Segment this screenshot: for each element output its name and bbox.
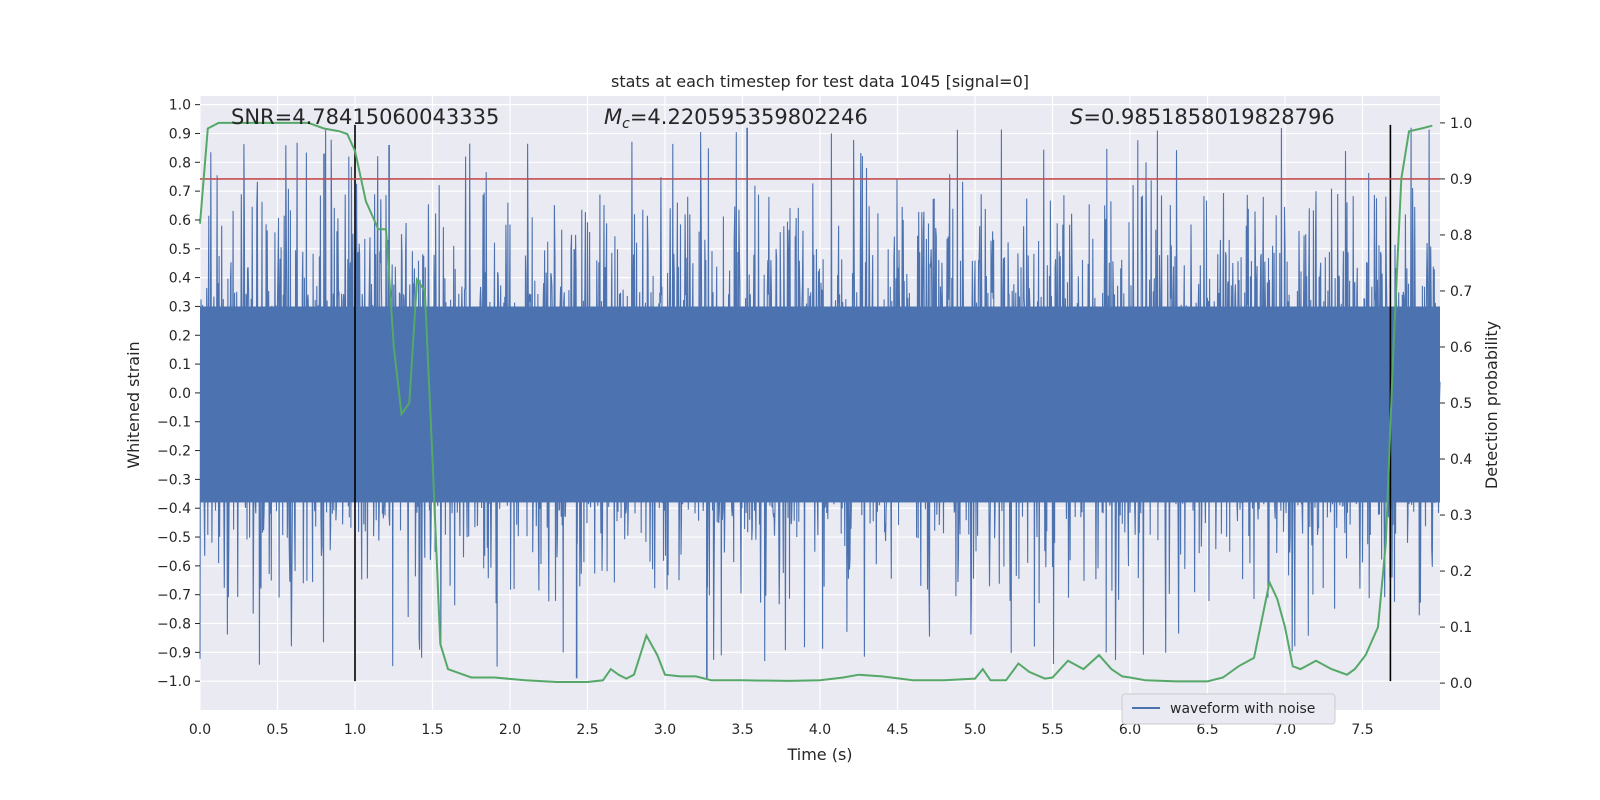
y-tick-label: 0.1 (169, 357, 191, 373)
y-tick-label: 0.2 (169, 328, 191, 344)
y-tick-label: −0.5 (157, 530, 191, 546)
y-tick-label: 0.3 (169, 299, 191, 315)
x-tick-label: 1.5 (421, 722, 443, 738)
legend-entry: waveform with noise (1170, 701, 1315, 717)
x-tick-label: 7.0 (1274, 722, 1296, 738)
x-tick-label: 7.5 (1351, 722, 1373, 738)
x-tick-label: 1.0 (344, 722, 366, 738)
waveform-series (199, 127, 1441, 679)
chirp-mass-value: =4.220595359802246 (630, 105, 868, 129)
probability-line (199, 121, 1433, 683)
waveform-line (199, 127, 1441, 667)
y2-tick-label: 0.0 (1450, 676, 1472, 692)
probability-series (199, 121, 1433, 683)
x-tick-label: 5.5 (1041, 722, 1063, 738)
x-tick-label: 6.5 (1196, 722, 1218, 738)
s-value: =0.9851858019828796 (1083, 105, 1334, 129)
y-tick-label: 0.4 (169, 271, 191, 287)
y2-axis-ticks: 1.0 0.9 0.8 0.7 0.6 0.5 0.4 0.3 0.2 0.1 0.0 (1440, 116, 1472, 692)
y2-tick-label: 0.9 (1450, 172, 1472, 188)
chirp-mass-symbol: M (604, 105, 622, 129)
x-tick-label: 0.0 (189, 722, 211, 738)
y-tick-label: −0.4 (157, 501, 191, 517)
chirp-mass-subscript: c (622, 116, 630, 132)
y-tick-label: −0.3 (157, 472, 191, 488)
legend-box (1121, 693, 1336, 725)
chart-title: stats at each timestep for test data 104… (611, 72, 1029, 91)
y2-tick-label: 0.1 (1450, 620, 1472, 636)
y-axis-label: Whitened strain (124, 341, 143, 468)
x-tick-label: 3.5 (731, 722, 753, 738)
y-tick-label: 0.9 (169, 126, 191, 142)
x-tick-label: 5.0 (964, 722, 986, 738)
y-tick-label: −0.8 (157, 617, 191, 633)
y-tick-label: 0.8 (169, 155, 191, 171)
y2-tick-label: 0.5 (1450, 396, 1472, 412)
y2-tick-label: 1.0 (1450, 116, 1472, 132)
y-tick-label: −0.1 (157, 415, 191, 431)
y2-tick-label: 0.3 (1450, 508, 1472, 524)
y-tick-label: 0.5 (169, 242, 191, 258)
y-tick-label: 0.6 (169, 213, 191, 229)
x-tick-label: 6.0 (1119, 722, 1141, 738)
x-axis-label: Time (s) (786, 745, 852, 764)
y2-tick-label: 0.7 (1450, 284, 1472, 300)
y2-tick-label: 0.4 (1450, 452, 1472, 468)
y2-tick-label: 0.8 (1450, 228, 1472, 244)
y-tick-label: −0.7 (157, 588, 191, 604)
x-tick-label: 3.0 (654, 722, 676, 738)
y-tick-label: −0.6 (157, 559, 191, 575)
y-tick-label: −1.0 (157, 674, 191, 690)
snr-annotation: SNR=4.78415060043335 (231, 105, 499, 129)
y-tick-label: 0.7 (169, 184, 191, 200)
y-axis-ticks: 1.0 0.9 0.8 0.7 0.6 0.5 0.4 0.3 0.2 0.1 0.0 −0.1 −0.… (157, 98, 200, 690)
y-tick-label: 0.0 (169, 386, 191, 402)
y-tick-label: 1.0 (169, 98, 191, 114)
x-tick-label: 2.5 (576, 722, 598, 738)
s-symbol: S (1070, 105, 1083, 129)
x-tick-label: 2.0 (499, 722, 521, 738)
x-axis-ticks: 0.0 0.5 1.0 1.5 2.0 2.5 3.0 3.5 4.0 4.5 5.0 5.5 6.0 6… (189, 722, 1374, 738)
y-tick-label: −0.2 (157, 444, 191, 460)
x-tick-label: 4.5 (886, 722, 908, 738)
s-annotation: S=0.9851858019828796 (1070, 105, 1335, 129)
y-tick-label: −0.9 (157, 645, 191, 661)
chirp-mass-annotation: Mc=4.220595359802246 (604, 105, 868, 132)
x-tick-label: 4.0 (809, 722, 831, 738)
legend: waveform with noise (1121, 693, 1336, 725)
x-tick-label: 0.5 (266, 722, 288, 738)
y2-axis-label: Detection probability (1482, 321, 1501, 489)
y2-tick-label: 0.6 (1450, 340, 1472, 356)
y2-tick-label: 0.2 (1450, 564, 1472, 580)
